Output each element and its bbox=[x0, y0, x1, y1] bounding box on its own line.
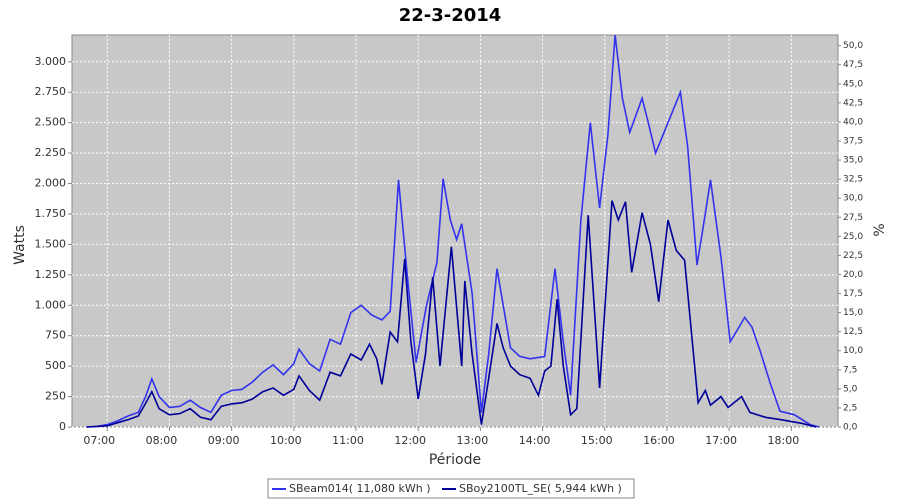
grid bbox=[72, 35, 838, 428]
y-tick-label: 0 bbox=[59, 420, 66, 433]
y-tick-label: 1.250 bbox=[35, 268, 67, 281]
x-tick-label: 08:00 bbox=[146, 434, 178, 447]
y-tick-label: 1.500 bbox=[35, 237, 67, 250]
x-tick-label: 11:00 bbox=[332, 434, 364, 447]
y-tick-label: 1.750 bbox=[35, 207, 67, 220]
y-tick-label: 2.000 bbox=[35, 177, 67, 190]
x-tick-label: 18:00 bbox=[768, 434, 800, 447]
y-tick-label: 250 bbox=[45, 390, 66, 403]
y-tick-label: 3.000 bbox=[35, 55, 67, 68]
x-tick-label: 10:00 bbox=[270, 434, 302, 447]
y2-tick-label: 40,0 bbox=[843, 117, 863, 127]
y-tick-label: 750 bbox=[45, 329, 66, 342]
y-tick-label: 1.000 bbox=[35, 298, 67, 311]
y2-tick-label: 37,5 bbox=[843, 137, 863, 147]
chart-title: 22-3-2014 bbox=[399, 5, 502, 26]
x-tick-label: 16:00 bbox=[643, 434, 675, 447]
y-tick-label: 500 bbox=[45, 359, 66, 372]
x-tick-label: 12:00 bbox=[394, 434, 426, 447]
series-line bbox=[86, 34, 820, 428]
x-tick-label: 13:00 bbox=[457, 434, 489, 447]
x-tick-label: 07:00 bbox=[83, 434, 115, 447]
series-line bbox=[86, 200, 817, 428]
y2-tick-label: 45,0 bbox=[843, 79, 863, 89]
y2-tick-label: 47,5 bbox=[843, 60, 863, 70]
y2-tick-label: 35,0 bbox=[843, 156, 863, 166]
x-tick-label: 14:00 bbox=[519, 434, 551, 447]
y2-tick-label: 7,5 bbox=[843, 365, 857, 375]
y2-tick-label: 50,0 bbox=[843, 41, 863, 51]
y2-tick-label: 32,5 bbox=[843, 175, 863, 185]
y2-tick-label: 20,0 bbox=[843, 270, 863, 280]
y2-tick-label: 15,0 bbox=[843, 308, 863, 318]
y-tick-label: 2.750 bbox=[35, 85, 67, 98]
y2-tick-label: 30,0 bbox=[843, 194, 863, 204]
y2-tick-label: 10,0 bbox=[843, 346, 863, 356]
y-tick-label: 2.500 bbox=[35, 116, 67, 129]
y2-tick-label: 0,0 bbox=[843, 423, 858, 433]
y2-tick-label: 17,5 bbox=[843, 289, 863, 299]
y2-tick-label: 12,5 bbox=[843, 327, 863, 337]
y2-tick-label: 5,0 bbox=[843, 384, 858, 394]
y2-tick-label: 22,5 bbox=[843, 251, 863, 261]
plot-area bbox=[71, 34, 839, 428]
y2-axis-title: % bbox=[872, 223, 888, 236]
y2-tick-label: 2,5 bbox=[843, 403, 857, 413]
legend-label: SBeam014( 11,080 kWh ) bbox=[289, 482, 431, 495]
y2-tick-label: 42,5 bbox=[843, 98, 863, 108]
legend-label: SBoy2100TL_SE( 5,944 kWh ) bbox=[459, 482, 622, 495]
x-tick-label: 09:00 bbox=[208, 434, 240, 447]
y2-tick-label: 25,0 bbox=[843, 232, 863, 242]
y-axis-title: Watts bbox=[12, 225, 28, 265]
y-tick-label: 2.250 bbox=[35, 146, 67, 159]
y2-tick-label: 27,5 bbox=[843, 213, 863, 223]
x-tick-label: 17:00 bbox=[705, 434, 737, 447]
x-axis-title: Période bbox=[429, 452, 481, 468]
legend-items: SBeam014( 11,080 kWh ) SBoy2100TL_SE( 5,9… bbox=[272, 482, 622, 495]
x-tick-label: 15:00 bbox=[581, 434, 613, 447]
lines bbox=[86, 34, 820, 428]
